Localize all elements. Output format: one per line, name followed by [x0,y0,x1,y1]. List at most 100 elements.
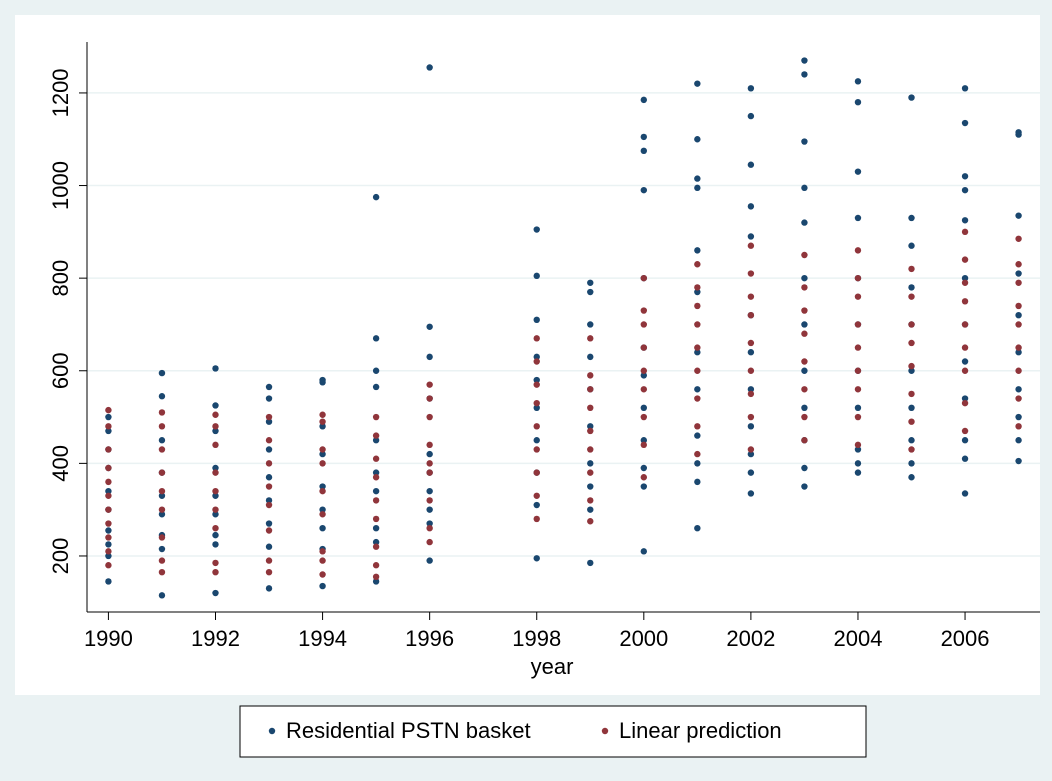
point [105,548,112,555]
point [640,186,648,194]
point [694,460,701,467]
point [212,365,219,372]
point [640,133,648,141]
point [694,450,701,458]
point [640,321,648,328]
point [854,469,862,476]
point [426,395,433,402]
point [319,582,326,590]
point [747,293,755,300]
point [801,71,808,78]
point [908,321,915,328]
point [801,367,808,374]
point [640,441,648,449]
point [533,381,540,388]
point [426,323,433,330]
point [372,562,380,569]
point [319,483,326,490]
point [265,557,273,564]
point [854,321,862,328]
point [747,367,755,374]
point [640,307,648,314]
point [694,136,701,143]
point [105,423,112,430]
point [212,402,219,409]
point [908,460,915,467]
point [961,256,969,263]
point [426,413,433,421]
point [426,381,433,388]
point [908,214,915,222]
y-tick-label: 600 [48,352,73,389]
y-tick-label: 800 [48,260,73,297]
point [854,214,862,222]
legend-box [239,705,867,758]
point [801,386,808,393]
point [747,349,755,356]
point [854,98,862,106]
point [640,274,648,282]
point [801,321,808,328]
point [212,469,219,476]
point [587,321,594,328]
legend-label: Residential PSTN basket [286,718,531,743]
y-tick-label: 400 [48,445,73,482]
point [426,497,433,504]
x-tick-label: 1996 [405,626,454,651]
point [265,568,273,576]
point [1015,413,1022,421]
point [961,399,969,407]
point [801,330,808,337]
point [747,311,755,319]
point [747,490,755,497]
point [854,274,862,282]
point [265,446,273,453]
point [908,242,915,249]
point [158,409,166,416]
point [372,515,380,523]
point [158,568,166,576]
point [640,404,648,412]
point [908,437,915,444]
point [158,437,166,444]
point [908,265,915,273]
point [105,520,112,527]
point [1015,129,1022,136]
point [801,358,808,365]
point [212,589,219,597]
point [587,423,594,430]
point [212,524,219,532]
point [961,119,969,127]
point [265,497,273,504]
legend-marker [268,727,276,735]
point [747,413,755,421]
point [158,492,166,499]
point [640,437,648,444]
point [1015,395,1022,402]
point [694,175,701,182]
point [640,413,648,421]
point [587,353,594,361]
point [961,228,969,236]
y-tick-label: 1000 [48,161,73,210]
point [426,524,433,532]
point [372,543,380,550]
point [640,386,648,393]
point [587,497,594,504]
point [158,369,166,377]
point [640,483,648,490]
point [747,450,755,458]
point [694,288,701,296]
point [961,186,969,194]
point [640,548,648,555]
point [1015,457,1022,465]
point [747,233,755,240]
point [908,446,915,453]
point [372,469,380,476]
point [319,446,326,453]
point [694,423,701,430]
legend-label: Linear prediction [619,718,782,743]
point [801,307,808,314]
point [854,168,862,175]
point [372,455,380,462]
